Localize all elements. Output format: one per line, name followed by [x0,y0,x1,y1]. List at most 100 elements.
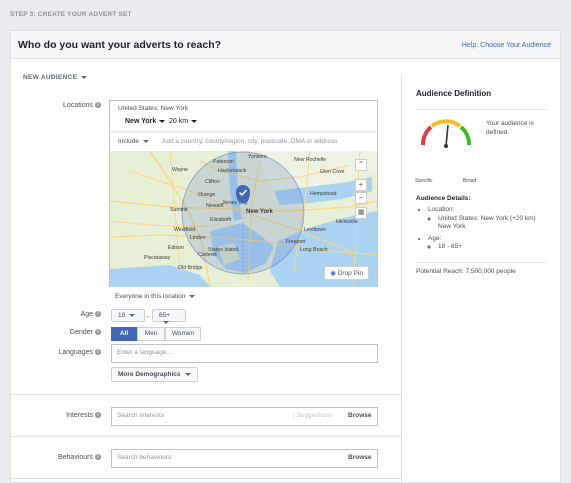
location-map[interactable]: Yonkers Paterson New Rochelle Wayne Hack… [110,151,377,287]
audience-definition-title: Audience Definition [416,89,492,98]
age-min-select[interactable]: 18 [111,309,145,322]
languages-label-text: Languages [58,349,93,356]
map-label: Westfield [174,227,195,233]
card-header: Who do you want your adverts to reach? H… [11,31,560,59]
gender-all-button[interactable]: All [111,327,137,341]
map-label: Glen Cove [320,169,345,175]
audience-definition-panel: Audience Definition Specific Broad Your … [401,75,560,482]
divider [416,109,547,110]
fullscreen-icon[interactable]: ▦ [355,207,367,219]
include-dropdown[interactable]: Include [118,138,149,145]
map-label: Levittown [304,227,326,233]
map-label: Linden [190,235,206,241]
map-label: Staten Island [208,247,238,253]
info-icon[interactable]: i [95,329,101,336]
help-link[interactable]: Help: Choose Your Audience [461,42,551,49]
collapse-map-icon[interactable]: ⌃ [355,159,367,171]
map-label: Jersey City [222,200,248,206]
audience-details-list: Location: United States: New York (+20 k… [420,206,550,255]
list-item: Age: 18 - 65+ [428,235,550,252]
chevron-down-icon [189,294,196,298]
divider [11,394,401,395]
age-max-value: 65+ [159,312,171,319]
gender-men-button[interactable]: Men [137,327,165,341]
behaviours-browse-button[interactable]: Browse [348,454,372,461]
map-label: Freeport [286,239,306,245]
location-title: United States: New York [118,105,189,112]
page-title: Who do you want your adverts to reach? [18,39,222,51]
interests-search-input[interactable]: Search interests [111,407,378,426]
info-icon[interactable]: i [95,102,101,109]
chevron-down-icon [142,139,149,143]
gender-label: Gender i [51,329,101,336]
gauge-left-label: Specific [415,178,433,184]
location-city[interactable]: New York [125,118,166,125]
suggestions-text: Suggestions [296,412,333,419]
language-input[interactable]: Enter a language... [111,344,378,363]
info-icon[interactable]: i [95,311,101,318]
audience-details-title: Audience Details: [416,195,471,202]
age-min-value: 18 [118,312,126,319]
suggestions-link[interactable]: | Suggestions [293,412,333,419]
audience-card: Who do you want your adverts to reach? H… [10,30,561,483]
divider [11,436,401,437]
interests-browse-button[interactable]: Browse [348,412,372,419]
age-separator: - [147,314,150,321]
behaviours-label: Behaviours i [41,454,101,461]
map-label: Newark [206,203,224,209]
locations-label-text: Locations [63,102,93,109]
location-detail-label: Location: [428,206,455,213]
gender-women-button[interactable]: Women [165,327,201,341]
age-detail-label: Age: [428,234,442,242]
map-label: Carteret [198,252,217,258]
map-label: Hicksville [336,219,358,225]
map-label: Paterson [213,159,234,165]
map-label: Clifton [205,179,220,185]
age-max-select[interactable]: 65+ [152,309,186,324]
info-icon[interactable]: i [95,454,101,461]
map-label: New Rochelle [294,157,326,163]
list-item: United States: New York (+20 km) New Yor… [438,215,550,232]
location-city-text: New York [125,118,157,125]
interests-label: Interests i [41,412,101,419]
zoom-out-button[interactable]: − [355,192,367,204]
drop-pin-label: Drop Pin [337,270,363,277]
behaviours-search-input[interactable]: Search behaviours [111,449,378,468]
radius-text: 20 km [169,118,189,125]
map-label: Piscataway [144,255,171,261]
map-pin-icon[interactable] [236,185,250,203]
audience-status: Your audience is defined. [486,120,534,136]
map-label: New York [246,209,273,215]
list-item: Location: United States: New York (+20 k… [428,206,550,232]
map-label: Hempstead [310,191,337,197]
radius-dropdown[interactable]: 20 km [169,118,198,125]
gauge-right-label: Broad [463,178,477,184]
map-label: Orange [198,192,215,198]
info-icon[interactable]: i [95,412,101,419]
chevron-down-icon [184,372,191,376]
more-demographics-label: More Demographics [118,371,181,378]
list-item: 18 - 65+ [438,243,550,252]
everyone-in-location-dropdown[interactable]: Everyone in this location [115,293,196,300]
potential-reach: Potential Reach: 7,500,000 people [416,268,516,275]
age-label: Age i [51,311,101,318]
location-search-input[interactable]: Add a country, county/region, city, post… [162,138,338,145]
map-label: Yonkers [248,154,267,160]
pin-icon: ◉ [330,270,336,277]
zoom-in-button[interactable]: + [355,179,367,191]
chevron-down-icon [159,119,166,123]
audience-gauge [421,119,471,148]
chevron-down-icon [129,313,136,317]
new-audience-dropdown[interactable]: NEW AUDIENCE [23,74,88,81]
map-label: Long Beach [300,247,328,253]
info-icon[interactable]: i [95,349,101,356]
map-label: Hackensack [218,168,247,174]
drop-pin-button[interactable]: ◉ Drop Pin [324,266,369,280]
new-audience-label: NEW AUDIENCE [23,74,78,81]
behaviours-label-text: Behaviours [57,454,93,461]
locations-label: Locations i [41,102,101,109]
more-demographics-button[interactable]: More Demographics [111,367,198,382]
map-label: Edison [168,245,184,251]
divider [416,262,547,263]
include-text: Include [118,138,139,145]
